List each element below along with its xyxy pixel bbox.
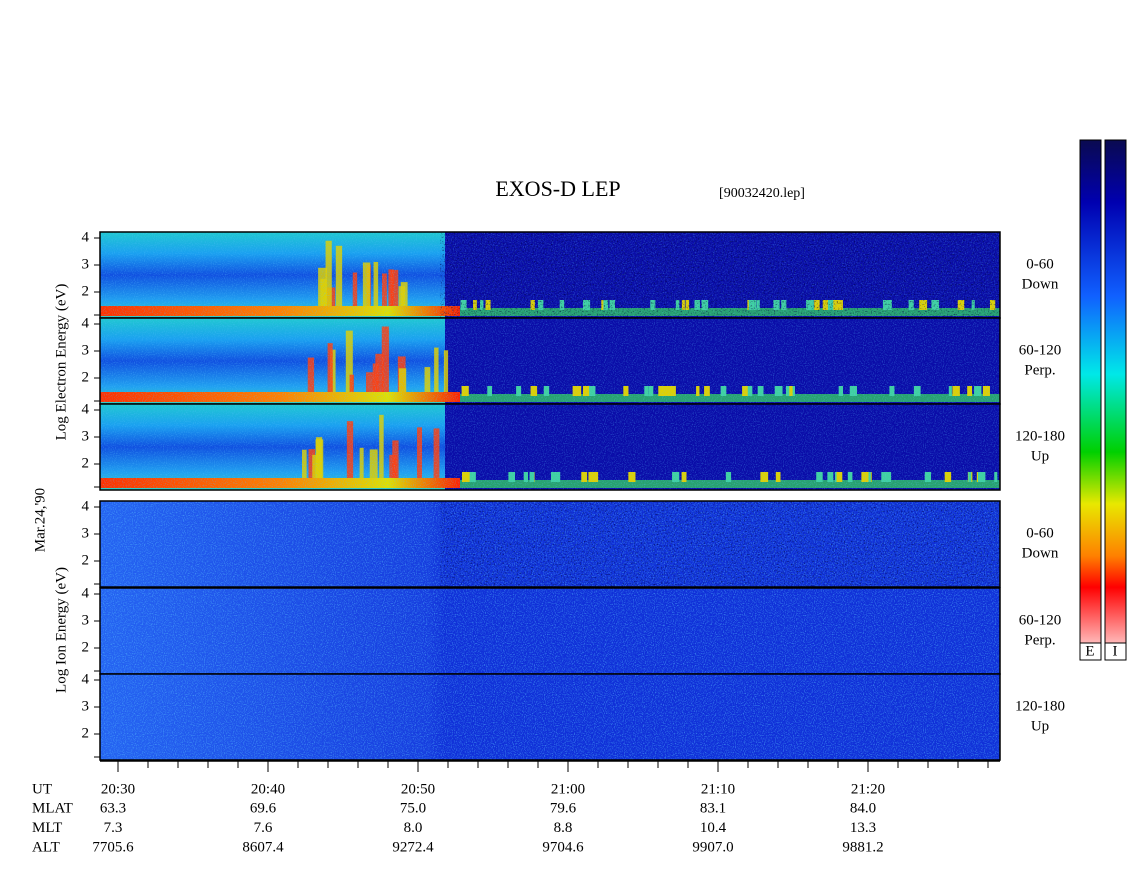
- panel-direction: Perp.: [1024, 362, 1055, 378]
- y-tick-label: 3: [82, 342, 90, 358]
- panel-range: 60-120: [1019, 342, 1062, 358]
- y-tick-label: 4: [82, 315, 90, 331]
- panel-direction: Down: [1022, 545, 1059, 561]
- y-tick-label: 4: [82, 671, 90, 687]
- color-bar-box: [1104, 642, 1127, 661]
- orbit-value: 84.0: [850, 801, 876, 817]
- electron-axis-label: Log Electron Energy (eV): [53, 284, 69, 441]
- time-label: 20:40: [251, 781, 285, 797]
- orbit-value: 8607.4: [242, 839, 284, 855]
- y-tick-label: 2: [82, 725, 90, 741]
- spectrogram-panels: 4 3 2 0-60 Down 4 3 2 60-120 Perp. 4 3 2 120-180 Up 4 3 2…: [32, 229, 1065, 855]
- time-label: 20:30: [101, 781, 135, 797]
- title: EXOS-D LEP: [495, 176, 620, 201]
- dropout: [440, 501, 1000, 587]
- row-label: ALT: [32, 839, 60, 855]
- panel-direction: Down: [1022, 276, 1059, 292]
- row-label: MLT: [32, 820, 62, 836]
- color-bar: [1104, 139, 1127, 661]
- speckle: [100, 674, 1000, 760]
- file-name: [90032420.lep]: [719, 186, 805, 201]
- speckle: [100, 404, 1000, 490]
- speckle: [100, 318, 1000, 404]
- orbit-value: 9272.4: [392, 839, 434, 855]
- panel-direction: Perp.: [1024, 632, 1055, 648]
- orbit-value: 10.4: [700, 820, 727, 836]
- ion-axis-label: Log Ion Energy (eV): [53, 567, 69, 693]
- y-tick-label: 2: [82, 552, 90, 568]
- speckle: [100, 588, 1000, 674]
- y-tick-label: 2: [82, 283, 90, 299]
- orbit-value: 75.0: [400, 801, 426, 817]
- y-tick-label: 3: [82, 428, 90, 444]
- row-label: UT: [32, 781, 52, 797]
- panel-frame: [99, 500, 1001, 588]
- color-bars: E I: [1079, 139, 1127, 661]
- orbit-value: 9881.2: [842, 839, 883, 855]
- panel-frame: [99, 673, 1001, 761]
- panel-direction: Up: [1031, 448, 1049, 464]
- panel-range: 60-120: [1019, 612, 1062, 628]
- panel-range: 0-60: [1026, 256, 1054, 272]
- time-label: 20:50: [401, 781, 435, 797]
- y-tick-label: 4: [82, 229, 90, 245]
- date-label: Mar.24,'90: [32, 488, 48, 552]
- y-tick-label: 4: [82, 585, 90, 601]
- y-tick-label: 3: [82, 698, 90, 714]
- time-label: 21:20: [851, 781, 885, 797]
- orbit-value: 9704.6: [542, 839, 584, 855]
- y-tick-label: 4: [82, 401, 90, 417]
- orbit-value: 13.3: [850, 820, 876, 836]
- time-label: 21:00: [551, 781, 585, 797]
- color-bar-label: I: [1113, 643, 1118, 659]
- orbit-value: 7705.6: [92, 839, 134, 855]
- color-bar: [1079, 139, 1102, 661]
- y-tick-label: 3: [82, 612, 90, 628]
- orbit-value: 7.6: [254, 820, 273, 836]
- y-tick-label: 4: [82, 498, 90, 514]
- panel-range: 120-180: [1015, 428, 1065, 444]
- color-bar-box: [1079, 642, 1102, 661]
- orbit-value: 8.0: [404, 820, 423, 836]
- y-tick-label: 2: [82, 639, 90, 655]
- row-label: MLAT: [32, 801, 73, 817]
- y-tick-label: 3: [82, 525, 90, 541]
- color-bar-label: E: [1085, 643, 1094, 659]
- y-tick-label: 2: [82, 369, 90, 385]
- orbit-value: 8.8: [554, 820, 573, 836]
- orbit-value: 79.6: [550, 801, 577, 817]
- y-tick-label: 2: [82, 455, 90, 471]
- orbit-value: 69.6: [250, 801, 277, 817]
- panel-range: 120-180: [1015, 698, 1065, 714]
- orbit-value: 83.1: [700, 801, 726, 817]
- panel-frame: [99, 403, 1001, 491]
- dropout: [440, 232, 1000, 318]
- y-tick-label: 3: [82, 256, 90, 272]
- time-label: 21:10: [701, 781, 735, 797]
- panel-range: 0-60: [1026, 525, 1054, 541]
- orbit-value: 9907.0: [692, 839, 733, 855]
- panel-direction: Up: [1031, 718, 1049, 734]
- orbit-value: 7.3: [104, 820, 123, 836]
- orbit-value: 63.3: [100, 801, 126, 817]
